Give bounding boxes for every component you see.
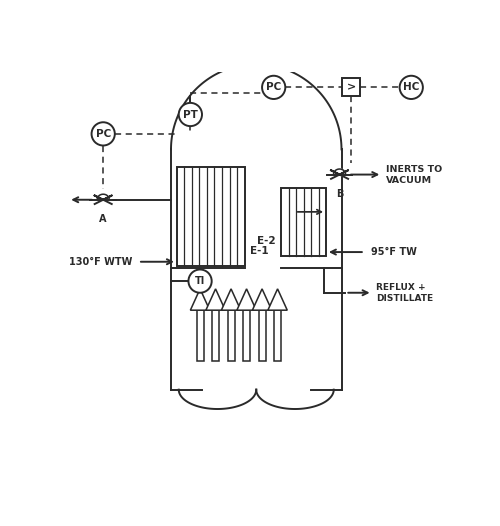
Text: HC: HC bbox=[403, 83, 419, 93]
Polygon shape bbox=[340, 170, 348, 179]
Text: REFLUX +
DISTILLATE: REFLUX + DISTILLATE bbox=[376, 282, 434, 303]
Polygon shape bbox=[243, 310, 250, 360]
Circle shape bbox=[179, 103, 202, 126]
Polygon shape bbox=[334, 169, 345, 174]
Polygon shape bbox=[206, 289, 226, 310]
Circle shape bbox=[188, 269, 212, 293]
Polygon shape bbox=[274, 310, 281, 360]
Bar bbox=[177, 167, 244, 266]
Text: E-2: E-2 bbox=[257, 236, 276, 246]
Polygon shape bbox=[268, 289, 287, 310]
Text: 130°F WTW: 130°F WTW bbox=[69, 257, 132, 267]
Polygon shape bbox=[237, 289, 256, 310]
Polygon shape bbox=[331, 170, 340, 179]
Bar bbox=[342, 78, 360, 96]
Text: TI: TI bbox=[195, 276, 205, 286]
Text: A: A bbox=[100, 215, 107, 225]
Polygon shape bbox=[97, 194, 109, 199]
Polygon shape bbox=[196, 310, 203, 360]
Polygon shape bbox=[94, 196, 103, 204]
Circle shape bbox=[92, 122, 115, 146]
Polygon shape bbox=[258, 310, 266, 360]
Polygon shape bbox=[228, 310, 234, 360]
Polygon shape bbox=[212, 310, 219, 360]
Text: B: B bbox=[336, 189, 343, 199]
Text: 95°F TW: 95°F TW bbox=[370, 247, 416, 257]
Polygon shape bbox=[103, 196, 112, 204]
Polygon shape bbox=[190, 289, 210, 310]
Circle shape bbox=[400, 76, 423, 99]
Circle shape bbox=[262, 76, 285, 99]
Text: INERTS TO
VACUUM: INERTS TO VACUUM bbox=[386, 165, 442, 185]
Bar bbox=[282, 188, 326, 256]
Text: PC: PC bbox=[266, 83, 281, 93]
Text: >: > bbox=[346, 83, 356, 93]
Text: PC: PC bbox=[96, 129, 111, 139]
Text: E-1: E-1 bbox=[250, 246, 269, 256]
Polygon shape bbox=[222, 289, 241, 310]
Polygon shape bbox=[252, 289, 272, 310]
Text: PT: PT bbox=[183, 109, 198, 119]
